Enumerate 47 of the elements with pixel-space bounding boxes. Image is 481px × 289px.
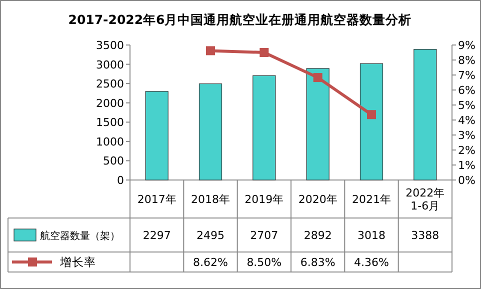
bar	[306, 68, 330, 180]
chart-title: 2017-2022年6月中国通用航空业在册通用航空器数量分析	[68, 12, 412, 27]
y2-tick-label: 5%	[458, 99, 476, 112]
point	[260, 48, 269, 57]
point	[367, 110, 376, 120]
bar	[414, 49, 437, 180]
data-label: 3018	[358, 229, 386, 242]
data-label: 8.62%	[193, 256, 228, 269]
y-tick-label: 2500	[96, 78, 124, 91]
y2-tick-label: 6%	[458, 84, 476, 97]
point	[206, 46, 215, 56]
x-tick-label: 2022年 1-6月	[406, 186, 445, 212]
bar	[252, 75, 276, 180]
x-tick-label: 2018年	[191, 193, 230, 206]
data-label: 3388	[411, 229, 440, 242]
y-tick-label: 1000	[96, 135, 124, 148]
y2-tick-label: 9%	[458, 39, 476, 52]
y2-tick-label: 4%	[458, 114, 476, 127]
y2-tick-label: 0%	[458, 174, 476, 187]
data-label: 2892	[304, 229, 332, 242]
data-label: 2297	[142, 229, 171, 242]
y2-tick-label: 2%	[458, 144, 476, 157]
y2-tick-label: 3%	[458, 129, 476, 142]
legend-label: 增长率	[59, 255, 96, 269]
y-tick-label: 3000	[96, 58, 124, 72]
bar	[145, 91, 168, 180]
data-label: 4.36%	[354, 256, 389, 269]
legend-label: 航空器数量（架）	[40, 230, 120, 242]
y-tick-label: 0	[117, 174, 124, 187]
y2-tick-label: 8%	[458, 54, 476, 67]
y-tick-label: 2000	[96, 96, 124, 110]
point	[313, 73, 322, 82]
y2-tick-label: 1%	[458, 159, 476, 172]
data-label: 8.50%	[246, 256, 282, 269]
y-tick-label: 500	[103, 154, 124, 168]
y2-tick-label: 7%	[458, 69, 476, 82]
y-tick-label: 3500	[96, 39, 124, 52]
x-tick-label: 2019年	[244, 193, 284, 206]
bar	[198, 83, 222, 180]
data-label: 2707	[250, 229, 278, 242]
x-tick-label: 2017年	[137, 193, 176, 206]
x-tick-label: 2021年	[352, 193, 391, 206]
x-tick-label: 2020年	[298, 193, 338, 206]
data-label: 2495	[196, 229, 224, 242]
bar	[360, 63, 384, 180]
y-tick-label: 1500	[96, 116, 124, 130]
data-label: 6.83%	[300, 256, 336, 269]
